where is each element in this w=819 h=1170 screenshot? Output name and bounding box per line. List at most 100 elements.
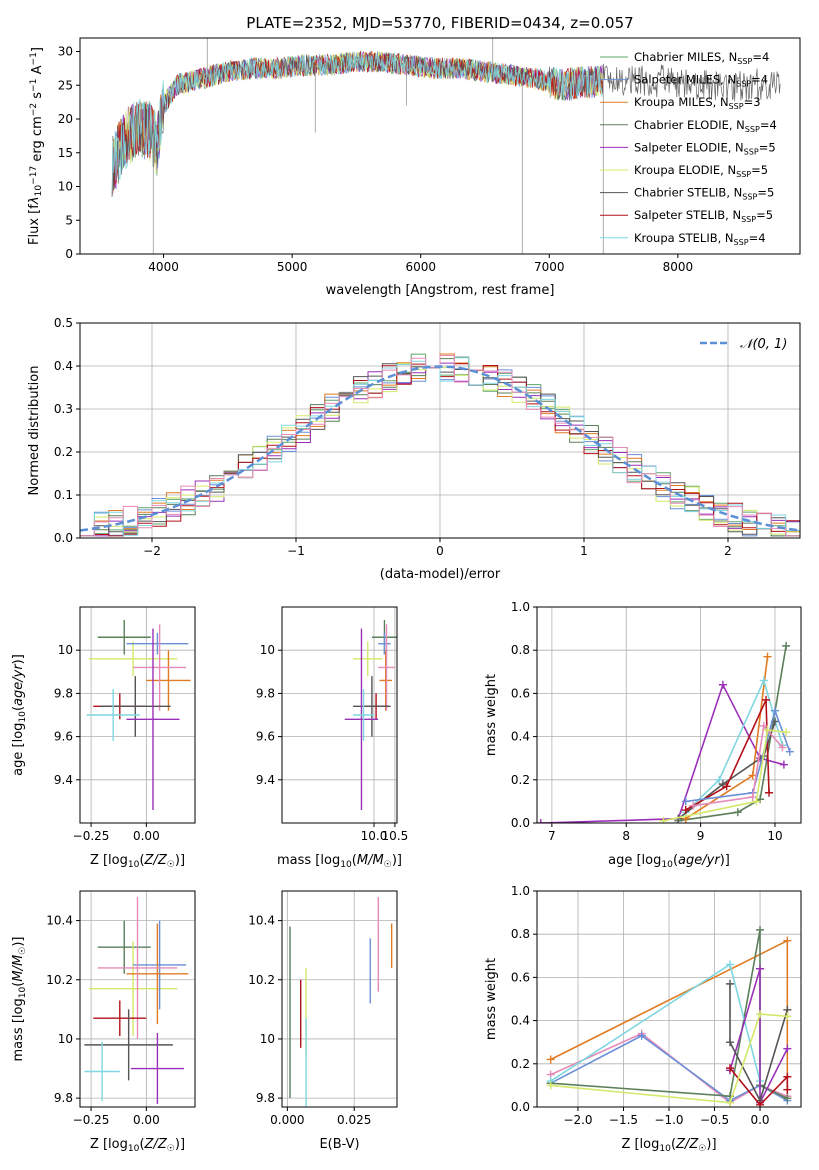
x-tick-label: 2 xyxy=(724,544,732,558)
y-tick-label: 10 xyxy=(58,180,73,194)
y-tick-label: 0.4 xyxy=(511,730,530,744)
data-point-marker xyxy=(770,706,779,715)
data-point-marker xyxy=(756,1100,765,1107)
data-point-marker xyxy=(725,960,734,969)
x-tick-label: 10.5 xyxy=(382,829,409,843)
label-fragment: =5 xyxy=(759,140,776,154)
y-tick-label: 1.0 xyxy=(511,884,530,898)
legend-entry: Salpeter MILES, NSSP=4 xyxy=(634,73,768,89)
x-axis-label: Z [log10(Z/Z☉)] xyxy=(90,853,185,870)
y-tick-label: 25 xyxy=(58,78,73,92)
data-point-marker xyxy=(752,797,761,806)
data-point-marker xyxy=(783,936,792,945)
label-fragment: M/M xyxy=(11,955,26,982)
axes-border xyxy=(281,606,398,824)
data-point-marker xyxy=(765,788,774,797)
x-tick-label: 9 xyxy=(697,829,705,843)
axis-frame-residuals: −2 −1 0 1 2 0.0 0.1 0.2 0.3 0.4 0.5 xyxy=(54,316,801,558)
label-fragment: =5 xyxy=(756,208,773,222)
axes-residuals: −2 −1 0 1 2 0.0 0.1 0.2 0.3 0.4 0.5 𝒩(0, 1) Normed d… xyxy=(27,316,801,582)
data-point-marker xyxy=(725,1038,734,1047)
data-point-marker xyxy=(546,1081,555,1090)
label-fragment: SSP xyxy=(736,170,751,179)
axes-border xyxy=(79,37,801,255)
label-fragment: mass [log xyxy=(11,998,26,1061)
x-tick-label: −2.0 xyxy=(563,1113,592,1127)
label-fragment: ☉ xyxy=(384,860,392,870)
label-fragment: Chabrier ELODIE, N xyxy=(634,118,745,132)
y-tick-label: 0.0 xyxy=(511,816,530,830)
x-tick-label: −1.5 xyxy=(609,1113,638,1127)
x-axis-label: wavelength [Angstrom, rest frame] xyxy=(326,283,555,298)
label-fragment: Kroupa MILES, N xyxy=(634,95,729,109)
weight-series xyxy=(693,723,784,807)
legend-entry: Chabrier MILES, NSSP=4 xyxy=(634,50,769,66)
y-tick-label: 9.8 xyxy=(256,686,275,700)
data-point-marker xyxy=(689,801,698,810)
label-fragment: 10 xyxy=(128,1144,140,1154)
x-tick-label: 7 xyxy=(548,829,556,843)
y-tick-label: 0.2 xyxy=(511,773,530,787)
y-tick-label: 10.2 xyxy=(46,973,73,987)
data-point-marker xyxy=(756,925,765,934)
y-tick-label: 30 xyxy=(58,45,73,59)
label-fragment: SSP xyxy=(729,102,744,111)
y-tick-label: 20 xyxy=(58,112,73,126)
x-tick-label: 0 xyxy=(436,544,444,558)
data-point-marker xyxy=(733,808,742,817)
x-axis-label: Z [log10(Z/Z☉)] xyxy=(90,1137,185,1154)
axes-border xyxy=(536,606,802,824)
y-tick-label: 10 xyxy=(58,1032,73,1046)
y-axis-label: mass weight xyxy=(484,958,499,1040)
x-tick-label: 8 xyxy=(622,829,630,843)
y-tick-label: 10 xyxy=(58,643,73,657)
label-fragment: ☉ xyxy=(18,947,28,955)
data-point-marker xyxy=(725,1098,734,1107)
weight-series xyxy=(729,1067,789,1106)
y-tick-label: 9.6 xyxy=(54,730,73,744)
data-point-marker xyxy=(722,782,731,791)
data-point-marker xyxy=(756,1010,765,1019)
x-tick-label: 0.000 xyxy=(270,1113,304,1127)
label-fragment: SSP xyxy=(737,57,752,66)
axis-frame-age_vs_mass: 10.010.5 9.4 9.6 9.8 10 xyxy=(256,606,409,843)
label-fragment: erg cm xyxy=(30,116,45,165)
axis-frame-weight_vs_age: 7 8 9 10 0.0 0.2 0.4 0.6 0.8 1.0 xyxy=(511,600,802,843)
y-tick-label: 0 xyxy=(65,247,73,261)
label-fragment: ] xyxy=(30,47,45,52)
weight-series xyxy=(663,729,787,822)
y-tick-label: 0.4 xyxy=(511,1014,530,1028)
label-fragment: 10 xyxy=(661,860,673,870)
data-point-marker xyxy=(681,797,690,806)
y-axis-label: Normed distribution xyxy=(27,366,42,496)
label-fragment: Kroupa ELODIE, N xyxy=(634,163,736,177)
label-fragment: ( xyxy=(11,706,26,711)
histogram-series xyxy=(80,357,800,537)
data-point-marker xyxy=(725,979,734,988)
data-point-marker xyxy=(783,1012,792,1021)
axes-spectrum: 4000 5000 6000 7000 8000 0 5 10 15 20 25 30 Chabrier… xyxy=(27,37,801,298)
x-tick-label: 0.0 xyxy=(750,1113,769,1127)
y-tick-label: 0.0 xyxy=(54,531,73,545)
plot-area-age_vs_mass xyxy=(344,619,397,811)
label-fragment: 10 xyxy=(128,860,140,870)
x-tick-label: 5000 xyxy=(277,260,308,274)
x-axis-label: (data-model)/error xyxy=(380,567,501,582)
gaussian-legend-label: 𝒩(0, 1) xyxy=(740,337,787,352)
x-tick-label: 0.025 xyxy=(337,1113,371,1127)
y-tick-label: 10.2 xyxy=(248,973,275,987)
axis-frame-mass_vs_z: −0.25 0.00 9.8 10 10.2 10.4 xyxy=(46,890,196,1127)
y-tick-label: 9.4 xyxy=(256,773,275,787)
label-fragment: ☉ xyxy=(167,1144,175,1154)
label-fragment: A xyxy=(30,65,45,78)
label-fragment: )] xyxy=(720,853,730,868)
label-fragment: =4 xyxy=(749,231,766,245)
label-fragment: 10 xyxy=(18,711,28,723)
histogram-series xyxy=(80,355,800,537)
axes-border xyxy=(79,606,196,824)
x-tick-label: 1 xyxy=(580,544,588,558)
data-point-marker xyxy=(759,676,768,685)
y-tick-label: 9.8 xyxy=(54,686,73,700)
